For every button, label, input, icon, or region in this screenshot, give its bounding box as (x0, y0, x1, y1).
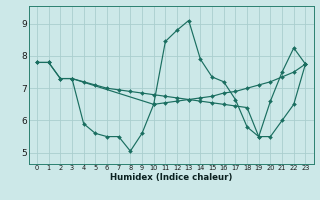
X-axis label: Humidex (Indice chaleur): Humidex (Indice chaleur) (110, 173, 232, 182)
